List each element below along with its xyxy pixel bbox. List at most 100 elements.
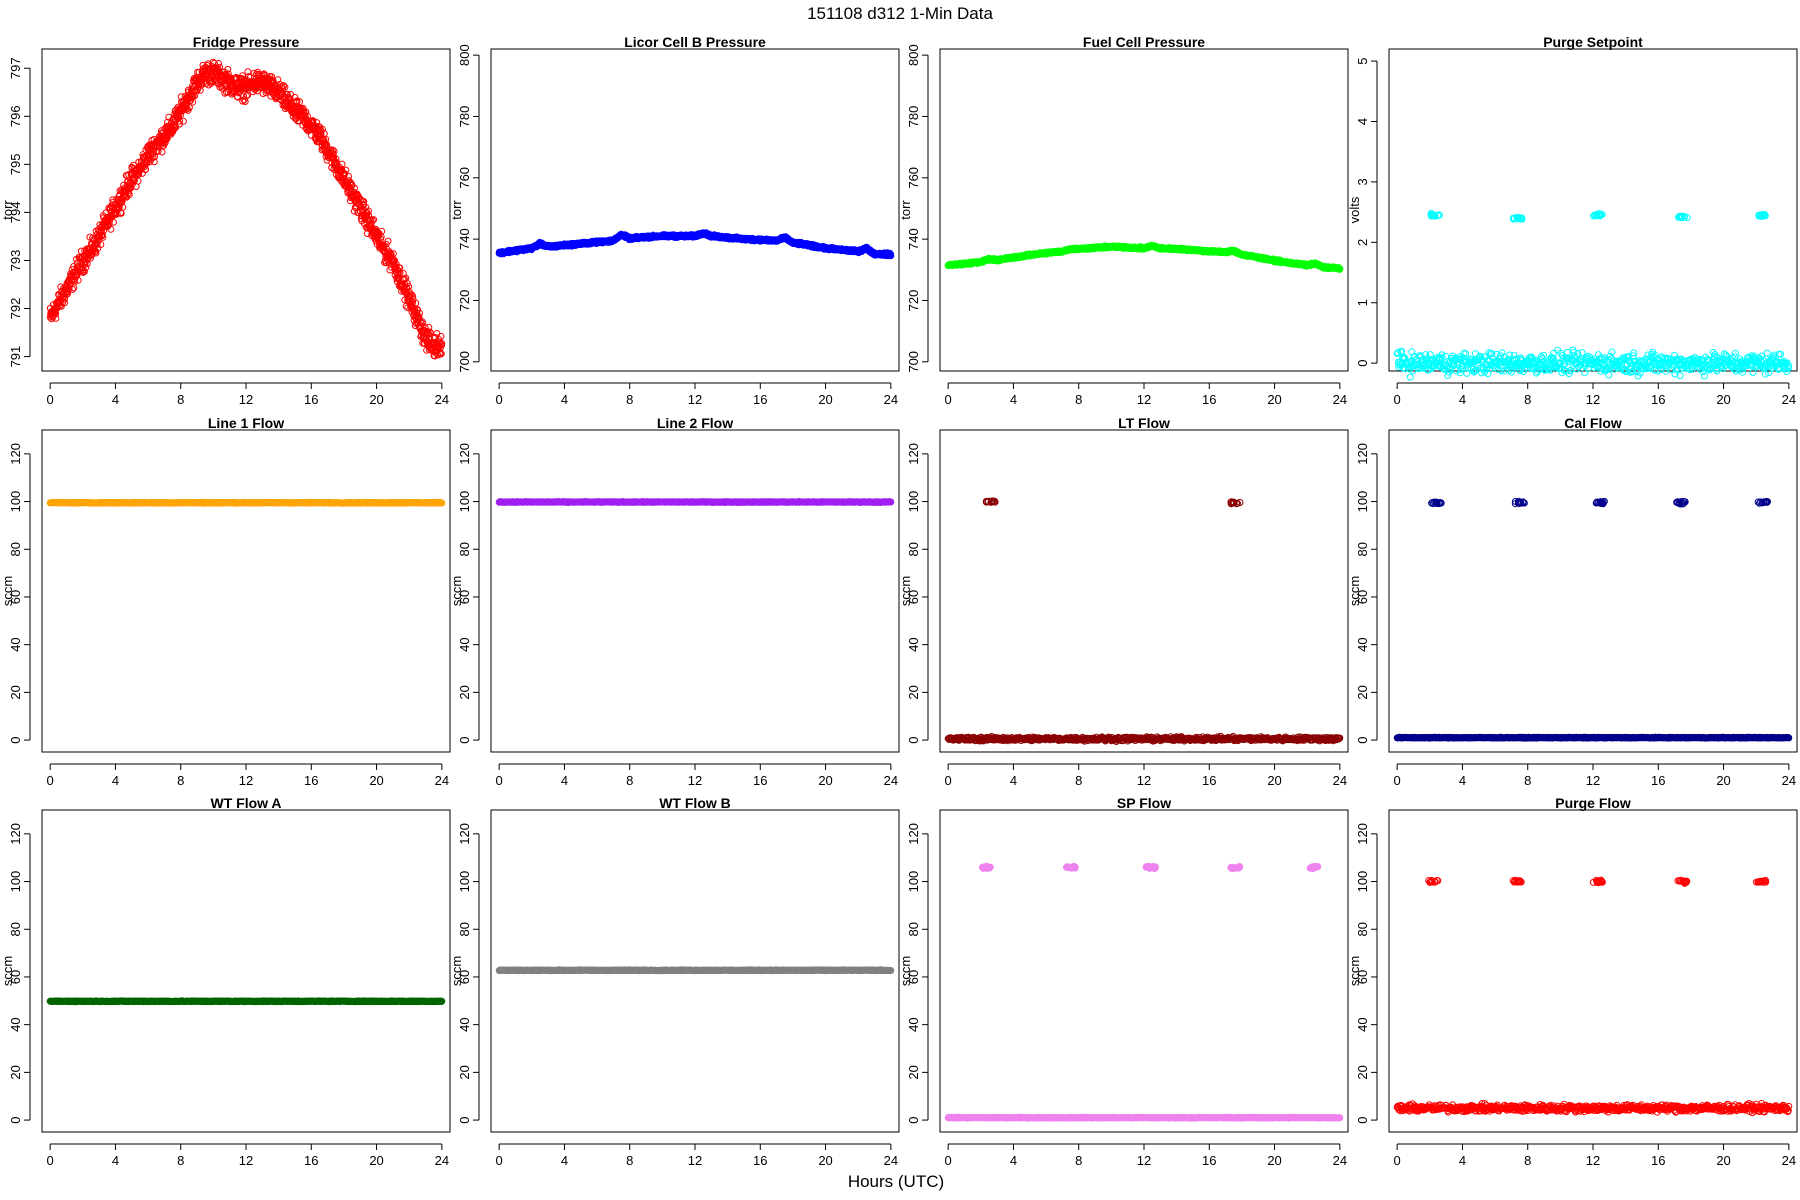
y-tick-label: 0 — [1355, 360, 1370, 367]
y-tick-label: 795 — [8, 153, 23, 175]
x-tick-label: 8 — [177, 392, 184, 407]
data-point — [93, 240, 101, 248]
main-title: 151108 d312 1-Min Data — [807, 4, 993, 23]
y-tick-label: 800 — [457, 44, 472, 66]
y-tick-label: 2 — [1355, 239, 1370, 246]
data-point — [134, 177, 142, 185]
data-points — [1393, 209, 1793, 381]
x-axis-label: Hours (UTC) — [848, 1172, 944, 1191]
y-axis-label: torr — [449, 200, 464, 220]
x-tick-label: 24 — [1333, 392, 1347, 407]
data-point — [1578, 349, 1586, 357]
y-axis-label: torr — [898, 200, 913, 220]
y-axis-label: torr — [0, 200, 15, 220]
panel-title: Licor Cell B Pressure — [624, 34, 766, 50]
data-point — [99, 233, 107, 241]
y-tick-label: 700 — [457, 351, 472, 373]
panel-title: Fuel Cell Pressure — [1083, 34, 1205, 50]
data-point — [150, 158, 158, 166]
y-tick-label: 3 — [1355, 178, 1370, 185]
data-point — [61, 299, 69, 307]
y-tick-label: 793 — [8, 250, 23, 272]
x-tick-label: 0 — [496, 392, 503, 407]
x-tick-label: 16 — [1202, 392, 1216, 407]
x-tick-label: 24 — [435, 392, 449, 407]
x-tick-label: 16 — [753, 392, 767, 407]
data-point — [163, 135, 171, 143]
data-point — [80, 268, 88, 275]
x-tick-label: 4 — [1459, 392, 1466, 407]
plot-frame — [490, 48, 900, 372]
data-point — [70, 278, 78, 286]
y-tick-label: 760 — [906, 167, 921, 189]
data-point — [176, 117, 184, 125]
y-tick-label: 700 — [906, 351, 921, 373]
x-tick-label: 20 — [1267, 392, 1281, 407]
data-point — [65, 284, 73, 292]
y-tick-label: 1 — [1355, 299, 1370, 306]
data-point — [131, 176, 138, 184]
x-tick-label: 20 — [1716, 392, 1730, 407]
data-point — [154, 147, 162, 155]
data-point — [161, 139, 169, 147]
y-tick-label: 740 — [906, 228, 921, 250]
data-point — [71, 275, 79, 283]
data-point — [107, 225, 115, 233]
x-tick-label: 0 — [945, 392, 952, 407]
data-point — [89, 234, 97, 242]
y-tick-label: 800 — [906, 44, 921, 66]
data-point — [177, 111, 185, 119]
x-tick-label: 12 — [1137, 392, 1151, 407]
data-points — [46, 58, 446, 360]
x-tick-label: 16 — [1651, 392, 1665, 407]
x-tick-label: 8 — [1075, 392, 1082, 407]
chart-panel: Fuel Cell Pressure 0 4 8 12 16 20 24 700 720 740 76… — [898, 34, 1349, 407]
x-tick-label: 16 — [304, 392, 318, 407]
y-tick-label: 760 — [457, 167, 472, 189]
data-point — [74, 276, 82, 284]
x-tick-label: 20 — [369, 392, 383, 407]
y-tick-label: 4 — [1355, 118, 1370, 125]
plot-frame — [939, 48, 1349, 372]
plot-frame — [41, 48, 451, 372]
data-point — [110, 218, 117, 226]
chart-panel: Licor Cell B Pressure 0 4 8 12 16 20 24 700 720 74… — [449, 34, 900, 407]
data-point — [52, 314, 60, 322]
x-tick-label: 4 — [561, 392, 568, 407]
x-tick-label: 24 — [1782, 392, 1796, 407]
data-points — [944, 241, 1344, 273]
y-tick-label: 780 — [906, 106, 921, 128]
data-points — [495, 229, 895, 260]
y-tick-label: 720 — [906, 290, 921, 312]
x-tick-label: 24 — [884, 392, 898, 407]
y-axis-label: volts — [1347, 196, 1362, 223]
x-tick-label: 4 — [112, 392, 119, 407]
data-point — [179, 117, 187, 125]
panel-title: Fridge Pressure — [193, 34, 300, 50]
y-tick-label: 791 — [8, 346, 23, 368]
x-tick-label: 8 — [1524, 392, 1531, 407]
y-tick-label: 792 — [8, 298, 23, 320]
y-tick-label: 740 — [457, 228, 472, 250]
plot-frame — [1388, 48, 1798, 372]
x-tick-label: 12 — [688, 392, 702, 407]
x-tick-label: 4 — [1010, 392, 1017, 407]
y-tick-label: 780 — [457, 106, 472, 128]
x-tick-label: 20 — [818, 392, 832, 407]
y-tick-label: 796 — [8, 105, 23, 127]
data-point — [92, 249, 100, 257]
x-tick-label: 0 — [1394, 392, 1401, 407]
x-tick-label: 8 — [626, 392, 633, 407]
data-point — [82, 264, 90, 272]
y-tick-label: 797 — [8, 57, 23, 79]
panel-title: Purge Setpoint — [1543, 34, 1643, 50]
y-tick-label: 720 — [457, 290, 472, 312]
data-point — [97, 241, 105, 248]
data-point — [69, 285, 76, 293]
data-point — [1605, 371, 1613, 379]
x-tick-label: 0 — [47, 392, 54, 407]
